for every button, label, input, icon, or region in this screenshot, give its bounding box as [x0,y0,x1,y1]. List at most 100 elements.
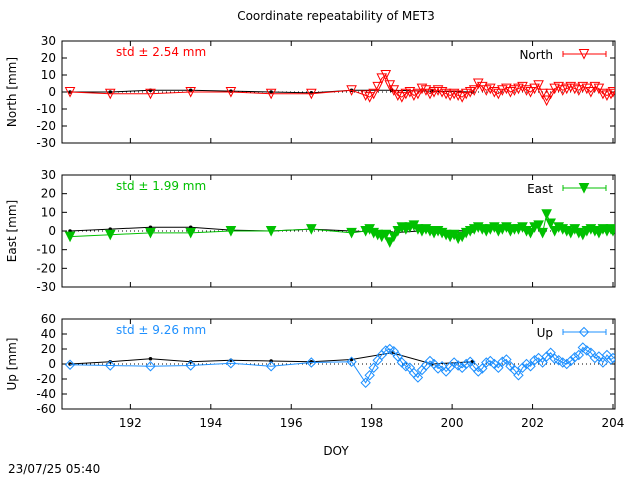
xtick-label: 192 [119,416,142,430]
north-series-point [185,87,197,98]
north-ytick-label: -30 [36,136,56,150]
east-series-point [346,227,357,239]
east-series-point [525,227,536,239]
up-legend: Up [537,326,607,340]
xtick-label: 202 [521,416,544,430]
north-series-point [380,70,392,81]
north-series-point [593,83,605,95]
up-series-point [589,352,601,364]
up-ytick-label: 60 [41,312,56,326]
up-series-point [473,366,484,377]
north-series-point [412,88,424,100]
north-series-point [476,81,488,93]
east-ytick-label: -20 [36,261,56,275]
up-reference-point [188,359,193,364]
up-series-point [513,370,524,381]
east-series-point [104,229,116,241]
north-series-point [493,88,504,100]
north-series-point [589,81,601,93]
xtick-label: 204 [602,416,625,430]
up-series-point [185,360,196,371]
up-series-point [485,355,496,367]
north-y-axis-label: North [mm] [5,57,19,127]
north-series-point [533,80,544,91]
chart-title: Coordinate repeatability of MET3 [237,9,435,23]
north-ytick-label: 10 [41,68,56,82]
north-series-point [607,87,615,98]
up-series-point [607,352,615,364]
up-series-point [64,359,76,370]
up-data-area [64,342,615,388]
north-series-point [360,90,371,102]
up-series-point [424,355,436,367]
east-std-annotation: std ± 1.99 mm [116,179,206,193]
north-series-point [489,87,500,98]
north-ytick-label: -10 [36,102,56,116]
east-series-point [607,226,615,237]
north-legend-marker [578,49,590,60]
east-legend-marker [578,183,590,194]
north-series-point [364,92,375,103]
north-data-area [64,70,615,107]
north-series-point [392,90,404,102]
east-data-area [64,209,615,248]
east-ytick-label: -30 [36,280,56,294]
north-std-annotation: std ± 2.54 mm [116,45,206,59]
north-series-point [525,87,536,98]
x-axis-label: DOY [323,444,349,458]
north-ytick-label: -20 [36,119,56,133]
north-reference-point [68,90,72,94]
east-legend: East [527,182,607,196]
up-series-point [306,357,317,368]
north-series-point [64,87,76,98]
north-series-point [225,87,237,98]
up-legend-label: Up [537,326,553,340]
north-series-point [541,95,552,107]
up-series-point [364,370,375,381]
north-series-point [569,83,581,95]
chart-panels: 30 20 10 0 -10 -20 -30 North [mm] std ± 2.54 mm N… [5,34,624,430]
up-series-line [70,346,614,384]
up-series-point [525,361,536,372]
up-legend-marker [578,326,590,338]
up-series-point [597,357,609,368]
up-reference-point [108,359,113,364]
north-series-point [420,85,432,96]
north-series-point [577,81,589,93]
up-series-point [561,358,572,370]
north-series-point [537,88,548,100]
north-series-point [265,88,277,100]
north-series-point [432,85,444,96]
xtick-label: 198 [360,416,383,430]
north-series-point [456,92,468,103]
east-ytick-label: 20 [41,187,56,201]
north-series-point [485,83,496,95]
north-series-point [585,87,597,98]
north-reference-point [188,88,193,93]
up-ytick-label: 20 [41,342,56,356]
east-legend-label: East [527,182,553,196]
north-series-point [104,88,116,100]
up-series-point [573,349,585,361]
north-series-point [145,88,156,100]
north-series-point [521,85,532,96]
up-series-point [460,358,472,370]
north-series-point [597,88,609,100]
north-series-point [368,88,379,100]
north-series-point [384,80,396,91]
east-series-point [545,218,556,230]
up-reference-point [269,359,273,363]
north-reference-point [108,90,113,94]
north-panel: 30 20 10 0 -10 -20 -30 North [mm] std ± 2.54 mm N… [5,34,616,150]
up-series-point [529,355,540,366]
north-series-point [346,85,357,96]
up-series-point [265,361,277,372]
east-series-point [265,226,277,237]
north-series-point [529,83,540,95]
north-ytick-label: 20 [41,51,56,65]
north-series-point [545,88,556,100]
east-series-point [380,229,392,241]
east-series-point [388,231,400,243]
north-series-point [440,88,452,100]
up-series-point [432,363,444,374]
